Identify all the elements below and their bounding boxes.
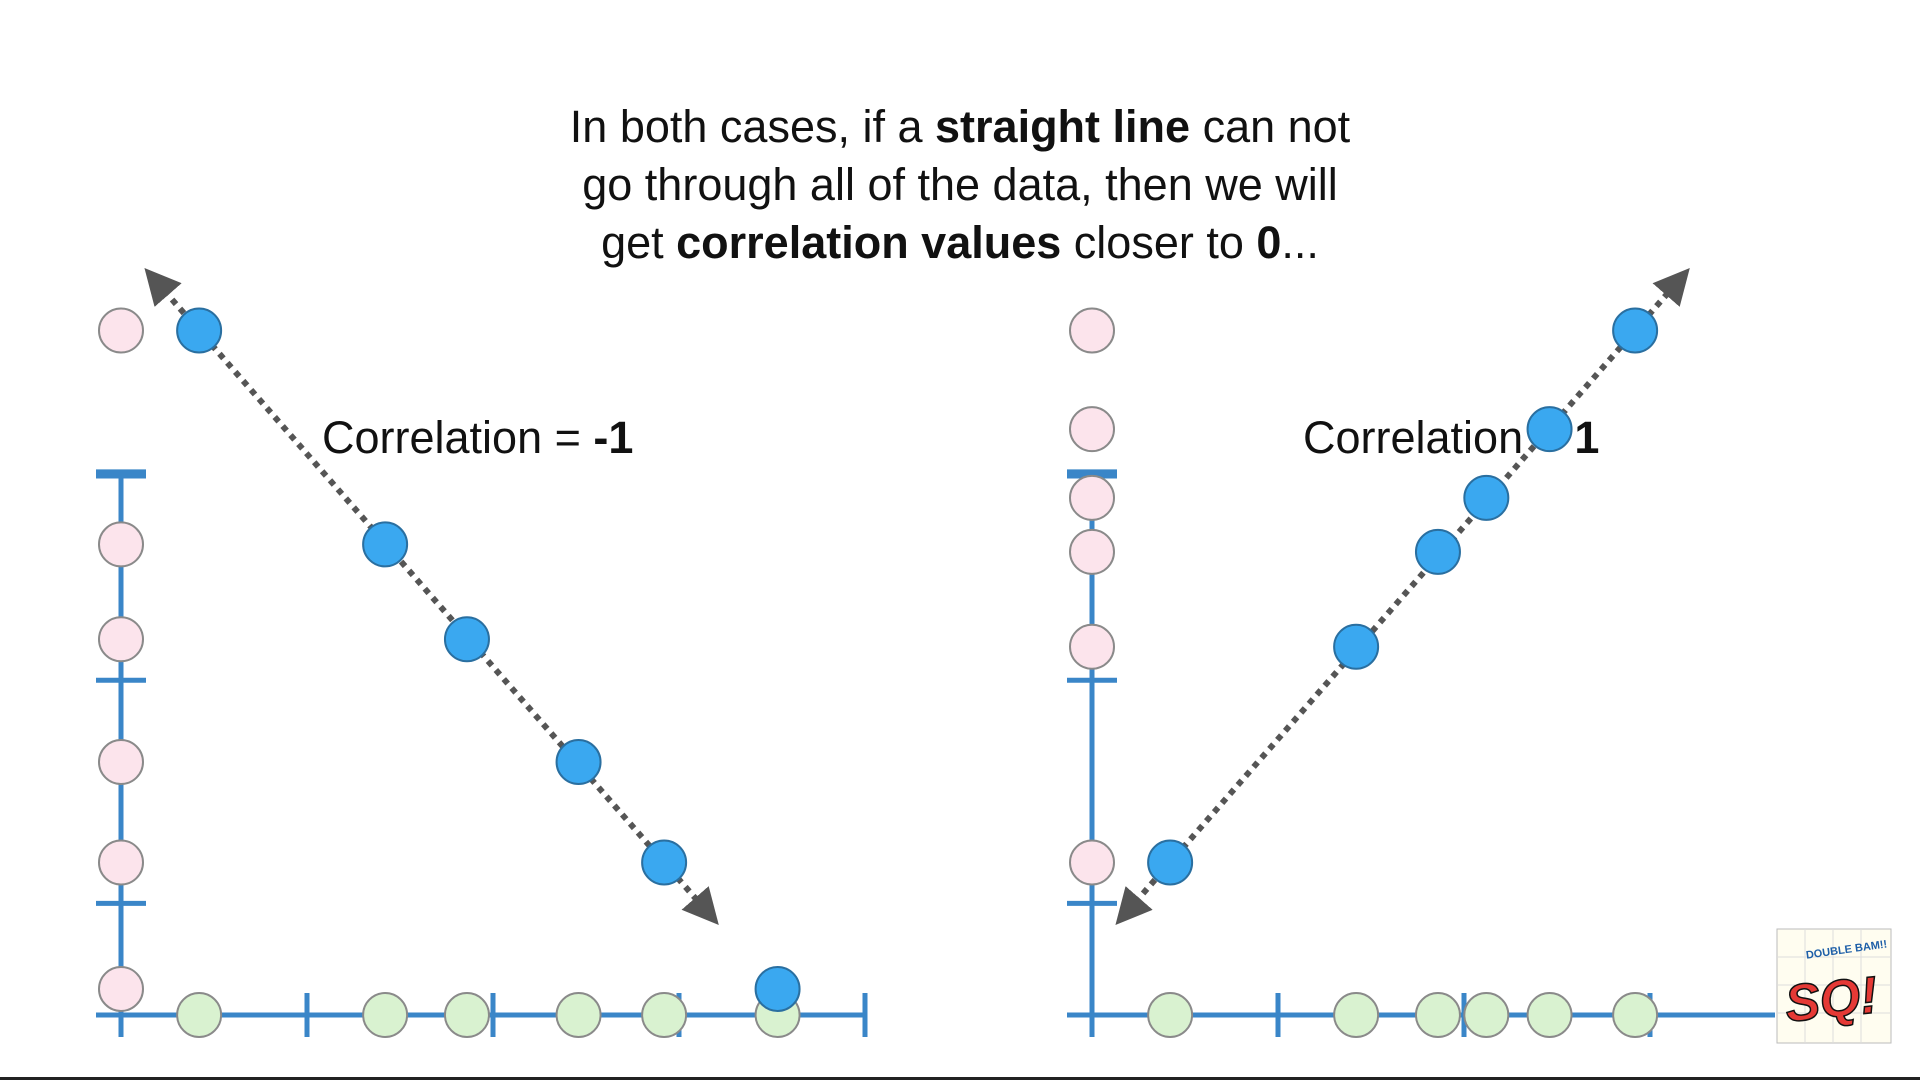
y-projection-marker (1069, 406, 1115, 453)
y-projection-marker (1069, 474, 1115, 521)
x-projection-marker (1612, 992, 1659, 1038)
y-projection-marker (98, 616, 144, 663)
data-point (1414, 528, 1461, 575)
caption-emphasis-zero: 0 (1256, 217, 1282, 268)
data-point (1612, 307, 1659, 354)
data-point (555, 739, 602, 786)
y-projection-marker (1069, 623, 1115, 670)
x-projection-marker (176, 992, 223, 1038)
y-projection-marker (1069, 307, 1115, 354)
data-point (362, 521, 409, 568)
x-projection-marker (1526, 992, 1573, 1038)
x-projection-marker (641, 992, 688, 1038)
y-projection-marker (98, 839, 144, 886)
caption-emphasis-correlation-values: correlation values (676, 217, 1062, 268)
scatter-chart-positive (1067, 267, 1775, 1038)
caption-line2-text: go through all of the data, then we will (582, 159, 1338, 210)
y-projection-marker (98, 521, 144, 568)
trend-line-arrow (144, 267, 719, 926)
caption-emphasis-straight-line: straight line (935, 101, 1191, 152)
statquest-logo-icon: DOUBLE BAM!! SQ! (1776, 928, 1892, 1044)
caption-line3-end: ... (1281, 217, 1319, 268)
data-point (1463, 474, 1510, 521)
y-projection-marker (98, 739, 144, 786)
y-projection-marker (1069, 528, 1115, 575)
caption-line-2: go through all of the data, then we will (420, 156, 1500, 214)
caption-line1-end: can not (1190, 101, 1351, 152)
x-projection-marker (1414, 992, 1461, 1038)
y-projection-marker (98, 307, 144, 354)
data-point (641, 839, 688, 886)
x-projection-marker (1333, 992, 1380, 1038)
data-point (1526, 406, 1573, 453)
trend-line-arrow (1115, 267, 1690, 926)
caption-line3-start: get (601, 217, 677, 268)
caption-line-1: In both cases, if a straight line can no… (420, 98, 1500, 156)
data-point (1333, 623, 1380, 670)
y-projection-marker (1069, 839, 1115, 886)
x-projection-marker (555, 992, 602, 1038)
data-point (1147, 839, 1194, 886)
x-projection-marker (443, 992, 490, 1038)
data-point (754, 965, 801, 1012)
caption-text: In both cases, if a straight line can no… (420, 98, 1500, 272)
bottom-divider (0, 1077, 1920, 1080)
x-projection-marker (1147, 992, 1194, 1038)
caption-line-3: get correlation values closer to 0... (420, 214, 1500, 272)
data-point (443, 616, 490, 663)
logo-main-text: SQ! (1782, 966, 1880, 1033)
caption-line3-middle: closer to (1061, 217, 1257, 268)
caption-line1-start: In both cases, if a (569, 101, 936, 152)
x-projection-marker (362, 992, 409, 1038)
y-projection-marker (98, 965, 144, 1012)
x-projection-marker (1463, 992, 1510, 1038)
data-point (176, 307, 223, 354)
scatter-chart-negative (96, 267, 868, 1038)
